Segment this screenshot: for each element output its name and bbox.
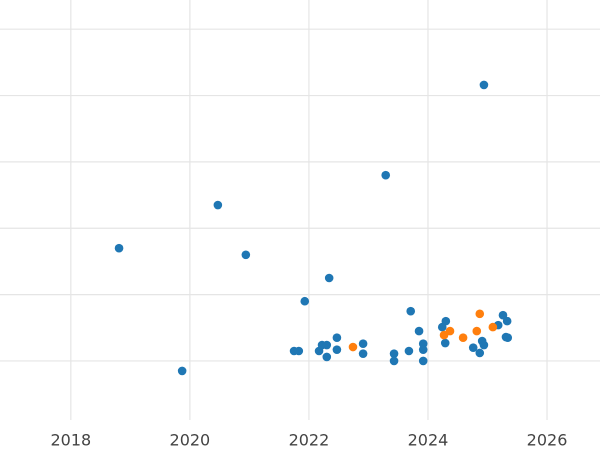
scatter-point — [414, 326, 424, 336]
scatter-point — [381, 170, 391, 180]
scatter-point — [440, 338, 450, 348]
scatter-point — [458, 333, 468, 343]
scatter-point — [322, 352, 332, 362]
scatter-point — [358, 339, 368, 348]
x-tick-label: 2026 — [527, 431, 568, 450]
scatter-point — [418, 345, 428, 354]
x-tick-label: 2018 — [50, 431, 91, 450]
scatter-point — [114, 243, 124, 253]
scatter-point — [472, 326, 482, 336]
scatter-point — [177, 366, 187, 376]
scatter-point — [213, 200, 223, 210]
scatter-point — [389, 349, 399, 358]
scatter-point — [324, 273, 334, 283]
scatter-point — [418, 339, 428, 348]
scatter-point — [498, 310, 508, 320]
scatter-point — [389, 356, 399, 366]
scatter-point — [294, 346, 304, 356]
scatter-point — [479, 80, 489, 90]
scatter-point — [348, 342, 358, 352]
scatter-point — [300, 296, 310, 306]
scatter-point — [503, 333, 513, 343]
scatter-point — [358, 349, 368, 358]
scatter-point — [445, 326, 455, 336]
scatter-point — [418, 356, 428, 366]
scatter-point — [475, 309, 485, 319]
scatter-point — [332, 333, 342, 343]
scatter-point — [441, 316, 451, 326]
scatter-point — [332, 345, 342, 354]
scatter-point — [475, 348, 485, 358]
scatter-point — [468, 343, 478, 352]
scatter-point — [322, 340, 332, 350]
scatter-point — [488, 322, 498, 332]
scatter-point — [404, 346, 414, 356]
scatter-point — [479, 340, 489, 350]
scatter-point — [406, 306, 416, 316]
x-tick-label: 2020 — [170, 431, 211, 450]
x-tick-label: 2024 — [408, 431, 449, 450]
scatter-point — [502, 316, 512, 326]
x-tick-label: 2022 — [289, 431, 330, 450]
scatter-point — [241, 250, 251, 260]
